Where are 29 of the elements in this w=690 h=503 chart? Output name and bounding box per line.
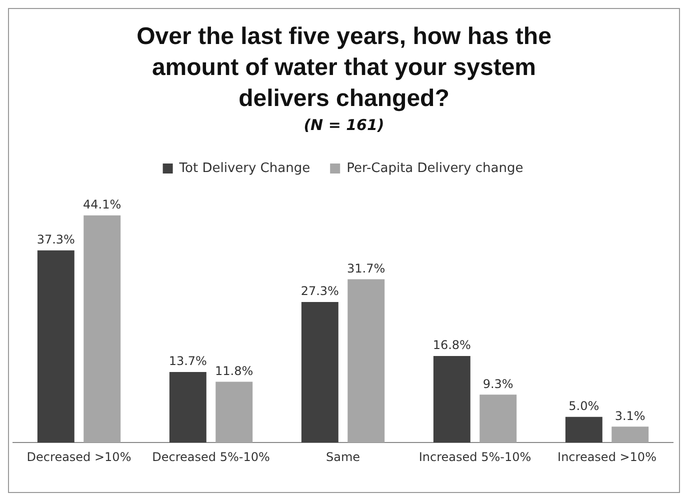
bar [216, 382, 253, 443]
bar [612, 426, 649, 443]
bar [348, 279, 385, 443]
data-label: 37.3% [36, 232, 75, 247]
bar [301, 302, 338, 443]
bar [480, 394, 517, 443]
x-tick-label: Same [326, 450, 360, 464]
bar [37, 250, 74, 443]
data-label: 31.7% [347, 261, 386, 276]
bar [565, 416, 602, 443]
data-label: 9.3% [482, 376, 514, 391]
data-label: 27.3% [300, 284, 339, 298]
bar [84, 215, 121, 443]
x-tick-label: Increased 5%-10% [418, 450, 532, 464]
legend-label: Tot Delivery Change [178, 160, 310, 176]
data-label: 3.1% [614, 408, 646, 423]
x-tick-label: Increased >10% [558, 450, 656, 464]
data-label: 11.8% [215, 364, 254, 378]
data-label: 5.0% [568, 398, 600, 413]
data-label: 16.8% [432, 338, 471, 352]
data-label: 44.1% [83, 198, 122, 212]
legend-label: Per-Capita Delivery change [346, 160, 524, 176]
bar [433, 356, 470, 443]
chart-title: Over the last five years, how has the amount of water that your system delivers changed? [136, 22, 552, 114]
chart-subtitle: (N = 161) [302, 116, 386, 134]
bar [169, 372, 206, 443]
data-label: 13.7% [168, 354, 207, 368]
x-tick-label: Decreased >10% [26, 450, 132, 464]
x-tick-label: Decreased 5%-10% [152, 450, 270, 464]
